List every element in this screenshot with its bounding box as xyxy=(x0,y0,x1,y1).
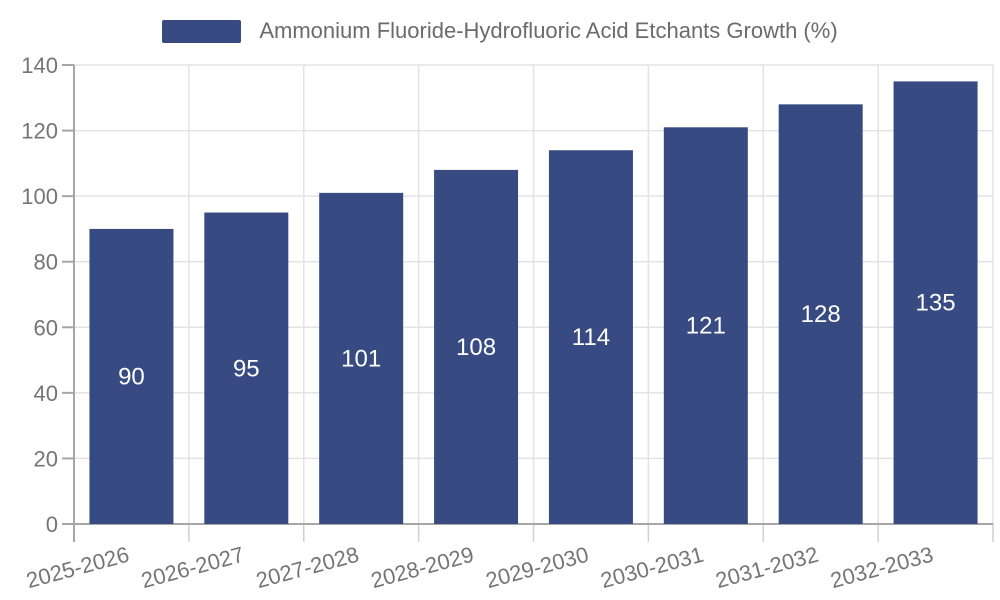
legend-swatch xyxy=(162,19,242,43)
legend-label: Ammonium Fluoride-Hydrofluoric Acid Etch… xyxy=(259,18,838,43)
y-tick-label: 80 xyxy=(34,250,58,275)
x-tick-label: 2025-2026 xyxy=(24,542,132,593)
y-tick-label: 0 xyxy=(46,512,58,537)
bar-value-label: 108 xyxy=(456,334,496,361)
bar[interactable] xyxy=(319,192,404,524)
bar[interactable] xyxy=(204,212,289,525)
bar-value-label: 95 xyxy=(233,355,260,382)
bar[interactable] xyxy=(434,169,519,524)
bar-value-label: 135 xyxy=(916,290,956,317)
x-tick-label: 2028-2029 xyxy=(368,542,476,593)
bar[interactable] xyxy=(548,150,633,524)
bar-value-label: 114 xyxy=(572,324,610,351)
x-tick-label: 2027-2028 xyxy=(253,542,361,593)
x-tick-label: 2031-2032 xyxy=(713,542,821,593)
bar-value-label: 101 xyxy=(341,345,381,372)
y-tick-label: 60 xyxy=(34,315,58,340)
y-tick-label: 120 xyxy=(21,119,58,144)
y-tick-label: 40 xyxy=(34,381,58,406)
x-tick-label: 2029-2030 xyxy=(483,542,591,593)
bar[interactable] xyxy=(663,127,748,525)
bar[interactable] xyxy=(89,228,174,524)
bar[interactable] xyxy=(893,81,978,525)
bar-value-label: 90 xyxy=(118,363,145,390)
x-tick-label: 2032-2033 xyxy=(828,542,936,593)
bar-value-label: 128 xyxy=(801,301,841,328)
bar-value-label: 121 xyxy=(686,313,726,340)
chart-legend[interactable]: Ammonium Fluoride-Hydrofluoric Acid Etch… xyxy=(0,18,1000,44)
y-tick-label: 100 xyxy=(21,184,58,209)
x-tick-label: 2026-2027 xyxy=(139,542,247,593)
y-tick-label: 140 xyxy=(21,53,58,78)
x-tick-label: 2030-2031 xyxy=(598,542,706,593)
y-tick-label: 20 xyxy=(34,446,58,471)
bar[interactable] xyxy=(778,104,863,524)
